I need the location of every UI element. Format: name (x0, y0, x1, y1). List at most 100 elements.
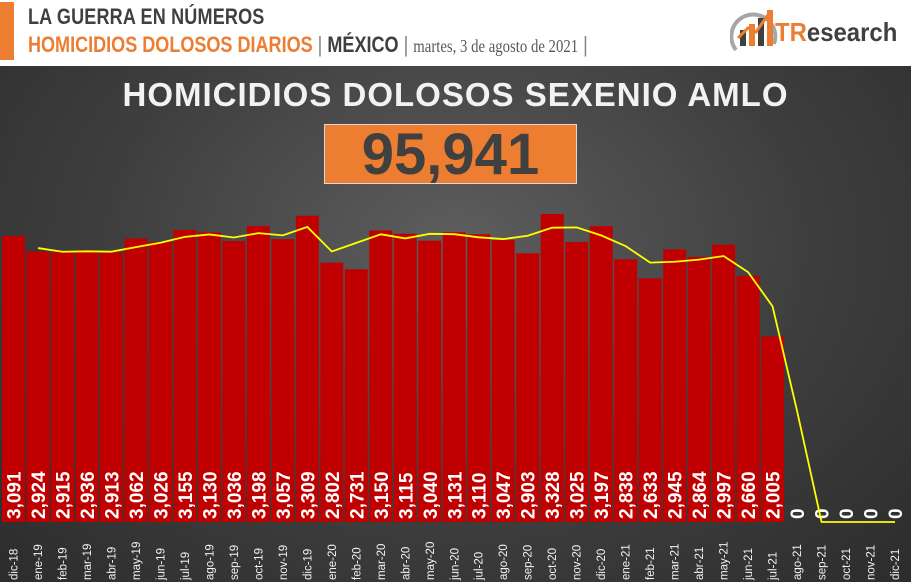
x-tick-may-19: may-19 (131, 542, 143, 580)
data-label-feb-21: 2,633 (641, 471, 662, 519)
x-tick-sep-19: sep-19 (229, 545, 241, 580)
bar-jul-19 (173, 230, 197, 522)
data-label-jul-19: 3,155 (176, 471, 197, 519)
bar-dic-19 (295, 215, 319, 522)
bar-dic-18 (2, 235, 25, 522)
data-label-abr-19: 2,913 (102, 471, 123, 519)
x-tick-jul-19: jul-19 (180, 552, 192, 581)
header-separator: | (317, 32, 323, 57)
x-tick-oct-19: oct-19 (253, 548, 265, 580)
header-place: MÉXICO (327, 32, 399, 57)
data-label-mar-19: 2,936 (78, 471, 99, 519)
data-label-ago-21: 0 (788, 508, 809, 519)
x-tick-abr-20: abr-20 (400, 547, 412, 580)
bar-mar-21 (663, 249, 687, 522)
bar-dic-20 (589, 226, 613, 522)
bar-ago-20 (491, 240, 515, 522)
data-label-oct-21: 0 (837, 508, 858, 519)
bar-abr-21 (687, 256, 711, 522)
total-box: 95,941 (324, 124, 577, 185)
x-tick-jun-19: jun-19 (155, 548, 167, 581)
data-label-jun-20: 3,131 (445, 471, 466, 519)
bar-may-20 (418, 240, 442, 522)
data-label-nov-20: 3,025 (568, 471, 589, 519)
x-tick-ene-21: ene-21 (621, 544, 633, 580)
x-tick-mar-20: mar-20 (376, 544, 388, 580)
data-label-nov-19: 3,057 (274, 471, 295, 519)
chart-title: HOMICIDIOS DOLOSOS SEXENIO AMLO (122, 76, 789, 113)
bar-mar-20 (369, 230, 393, 522)
data-label-jul-20: 3,110 (470, 473, 491, 520)
data-label-feb-19: 2,915 (53, 471, 74, 519)
data-label-oct-19: 3,198 (249, 471, 270, 519)
x-tick-feb-20: feb-20 (351, 547, 363, 580)
bar-feb-20 (344, 269, 368, 522)
data-label-sep-20: 2,903 (519, 471, 540, 519)
data-label-ene-19: 2,924 (29, 471, 50, 519)
bar-feb-19 (50, 252, 74, 522)
x-tick-ago-19: ago-19 (204, 544, 216, 580)
x-tick-may-21: may-21 (719, 542, 731, 580)
bar-oct-20 (540, 214, 564, 522)
data-label-dic-20: 3,197 (592, 471, 613, 519)
bar-may-21 (712, 244, 736, 522)
x-tick-nov-21: nov-21 (866, 545, 878, 580)
accent-bar (0, 2, 14, 60)
x-tick-feb-19: feb-19 (57, 547, 69, 580)
x-tick-feb-21: feb-21 (645, 547, 657, 580)
data-label-ago-20: 3,047 (494, 471, 515, 519)
x-tick-jun-20: jun-20 (449, 548, 461, 581)
x-tick-oct-21: oct-21 (841, 548, 853, 580)
x-tick-oct-20: oct-20 (547, 548, 559, 580)
data-label-sep-19: 3,036 (225, 471, 246, 519)
bar-ene-19 (26, 251, 50, 522)
x-tick-jul-20: jul-20 (474, 552, 486, 581)
x-tick-mar-19: mar-19 (82, 544, 94, 580)
tresearch-logo: TResearch (730, 0, 911, 62)
x-tick-sep-21: sep-21 (817, 545, 829, 580)
data-label-may-19: 3,062 (127, 471, 148, 519)
x-tick-abr-21: abr-21 (694, 547, 706, 580)
bar-jun-19 (148, 241, 172, 522)
data-label-feb-20: 2,731 (347, 471, 368, 519)
bar-jun-21 (736, 275, 760, 522)
trend-line (37, 225, 896, 523)
logo-text: TResearch (775, 17, 897, 48)
data-label-may-21: 2,997 (715, 471, 736, 519)
x-tick-dic-19: dic-19 (302, 549, 314, 580)
data-label-abr-21: 2,864 (690, 471, 711, 519)
data-label-jun-21: 2,660 (739, 471, 760, 519)
x-tick-jul-21: jul-21 (768, 552, 780, 581)
bar-may-19 (124, 238, 148, 522)
bar-jun-20 (442, 232, 466, 523)
bar-ene-20 (320, 262, 344, 522)
header-separator-3: | (583, 32, 588, 57)
data-label-ago-19: 3,130 (200, 471, 221, 519)
bar-jul-20 (467, 234, 491, 522)
data-label-abr-20: 3,115 (396, 472, 417, 519)
data-label-ene-21: 2,838 (617, 471, 638, 519)
header-topic: HOMICIDIOS DOLOSOS DIARIOS (28, 32, 313, 57)
bar-sep-19 (222, 241, 246, 522)
data-label-mar-20: 3,150 (372, 471, 393, 519)
x-tick-ago-21: ago-21 (792, 544, 804, 580)
x-tick-nov-20: nov-20 (572, 545, 584, 580)
data-label-oct-20: 3,328 (543, 471, 564, 519)
header-banner: LA GUERRA EN NÚMEROS HOMICIDIOS DOLOSOS … (0, 0, 911, 66)
data-label-jun-19: 3,026 (151, 471, 172, 519)
bar-mar-19 (75, 250, 99, 522)
data-label-dic-19: 3,309 (298, 471, 319, 519)
bar-nov-19 (271, 239, 295, 522)
bar-abr-20 (393, 233, 417, 522)
bar-abr-19 (99, 252, 123, 522)
logo-text-rest: esearch (806, 17, 898, 47)
x-tick-ene-19: ene-19 (33, 544, 45, 580)
logo-text-tr: TR (775, 17, 807, 47)
data-label-may-20: 3,040 (421, 471, 442, 519)
bar-feb-21 (638, 278, 662, 522)
x-tick-dic-18: dic-18 (8, 549, 20, 580)
bar-sep-20 (516, 253, 540, 522)
bar-nov-20 (565, 242, 589, 523)
data-label-jul-21: 2,005 (764, 471, 785, 519)
data-label-mar-21: 2,945 (666, 471, 687, 519)
